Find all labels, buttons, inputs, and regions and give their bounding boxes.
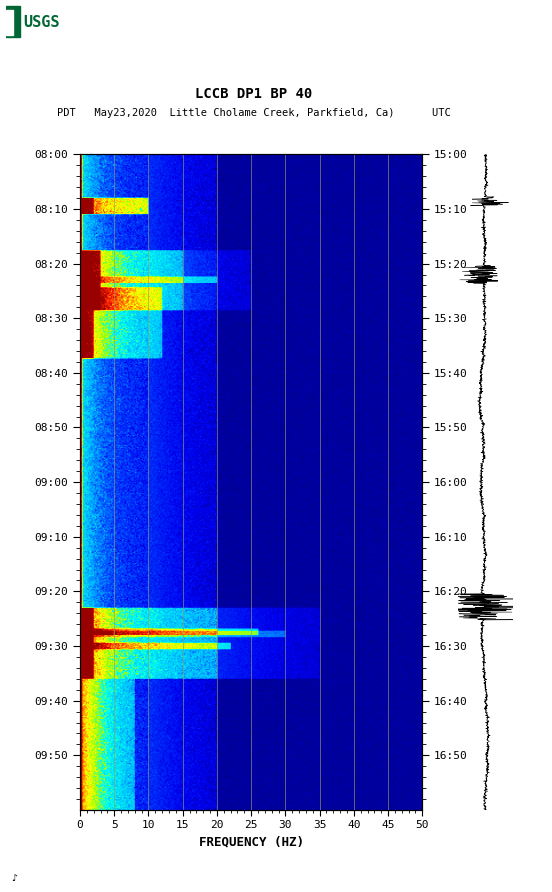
Text: USGS: USGS: [24, 15, 60, 29]
Polygon shape: [7, 10, 13, 35]
Text: LCCB DP1 BP 40: LCCB DP1 BP 40: [195, 87, 312, 101]
Text: ♪: ♪: [11, 873, 17, 883]
X-axis label: FREQUENCY (HZ): FREQUENCY (HZ): [199, 836, 304, 849]
Bar: [6, 6, 20, 37]
Text: PDT   May23,2020  Little Cholame Creek, Parkfield, Ca)      UTC: PDT May23,2020 Little Cholame Creek, Par…: [57, 108, 451, 119]
